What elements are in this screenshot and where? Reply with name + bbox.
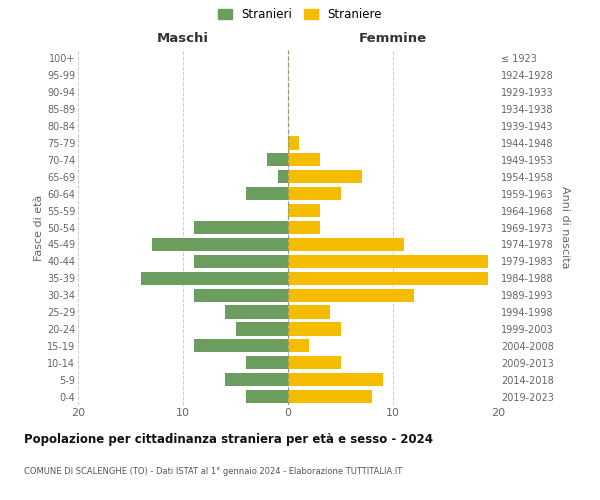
Bar (288, 204, 320, 217)
Text: COMUNE DI SCALENGHE (TO) - Dati ISTAT al 1° gennaio 2024 - Elaborazione TUTTITAL: COMUNE DI SCALENGHE (TO) - Dati ISTAT al… (24, 468, 402, 476)
Bar (288, 170, 361, 183)
Bar (141, 272, 288, 285)
Bar (151, 238, 288, 251)
Bar (288, 272, 487, 285)
Bar (288, 373, 383, 386)
Text: Maschi: Maschi (157, 32, 209, 45)
Bar (288, 339, 309, 352)
Bar (288, 356, 341, 370)
Bar (225, 306, 288, 318)
Bar (267, 154, 288, 166)
Bar (235, 322, 288, 336)
Bar (288, 154, 320, 166)
Bar (288, 187, 341, 200)
Y-axis label: Fasce di età: Fasce di età (34, 194, 44, 260)
Bar (288, 390, 372, 403)
Bar (246, 356, 288, 370)
Bar (193, 254, 288, 268)
Bar (225, 373, 288, 386)
Bar (246, 187, 288, 200)
Y-axis label: Anni di nascita: Anni di nascita (560, 186, 571, 269)
Text: Popolazione per cittadinanza straniera per età e sesso - 2024: Popolazione per cittadinanza straniera p… (24, 432, 433, 446)
Bar (277, 170, 288, 183)
Bar (193, 221, 288, 234)
Bar (193, 339, 288, 352)
Bar (246, 390, 288, 403)
Legend: Stranieri, Straniere: Stranieri, Straniere (215, 6, 385, 24)
Bar (288, 221, 320, 234)
Bar (288, 322, 341, 336)
Bar (288, 306, 330, 318)
Text: Femmine: Femmine (359, 32, 427, 45)
Bar (288, 288, 414, 302)
Bar (288, 238, 404, 251)
Bar (193, 288, 288, 302)
Bar (288, 254, 487, 268)
Bar (288, 136, 299, 149)
